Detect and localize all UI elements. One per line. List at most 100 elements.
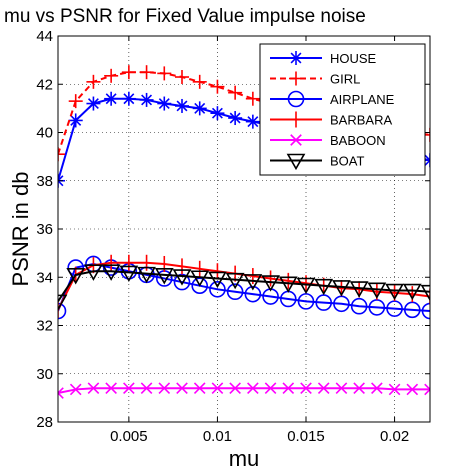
data-point-girl	[228, 85, 243, 100]
data-point-baboon	[211, 382, 224, 395]
data-point-girl	[192, 74, 207, 89]
data-point-airplane	[58, 302, 67, 320]
marker-stroke	[406, 383, 419, 396]
marker-triangle	[208, 271, 227, 289]
marker-stroke	[247, 382, 259, 395]
marker-circle	[287, 90, 305, 108]
y-tick-label: 30	[36, 366, 53, 383]
marker-circle	[403, 301, 421, 319]
marker-circle	[173, 273, 191, 291]
marker-stroke	[69, 383, 82, 396]
marker-circle	[368, 299, 386, 316]
marker-triangle	[172, 269, 192, 286]
y-tick-label: 40	[36, 125, 53, 142]
legend-label-boat: BOAT	[330, 154, 364, 169]
data-point-boat	[332, 280, 351, 297]
data-point-baboon	[300, 382, 312, 395]
marker-stroke	[58, 179, 64, 187]
series-line-airplane	[58, 262, 430, 313]
data-point-house	[210, 106, 225, 121]
data-point-girl	[121, 65, 136, 80]
data-point-boat	[420, 284, 430, 302]
data-point-house	[68, 113, 83, 128]
marker-stroke	[176, 100, 188, 112]
marker-stroke	[290, 134, 302, 146]
marker-stroke	[247, 116, 259, 128]
marker-circle	[421, 302, 430, 320]
marker-stroke	[193, 382, 206, 395]
data-point-boat	[84, 264, 103, 281]
marker-stroke	[335, 382, 348, 395]
legend-marker-girl	[289, 71, 303, 86]
marker-triangle	[402, 283, 422, 301]
data-point-girl	[139, 65, 154, 80]
data-point-house	[192, 101, 207, 116]
data-point-house	[245, 114, 260, 129]
marker-triangle	[225, 272, 245, 290]
marker-triangle	[119, 265, 139, 283]
data-point-girl	[175, 70, 189, 85]
x-axis-label: mu	[229, 446, 260, 471]
marker-stroke	[229, 382, 241, 395]
data-point-boat	[190, 270, 210, 287]
data-point-baboon	[229, 382, 241, 395]
data-point-baboon	[371, 382, 383, 395]
marker-triangle	[278, 276, 298, 293]
data-point-airplane	[386, 300, 403, 317]
data-point-airplane	[421, 302, 430, 320]
data-point-baboon	[282, 382, 295, 395]
data-point-house	[228, 111, 243, 126]
legend-label-girl: GIRL	[330, 72, 360, 87]
marker-stroke	[424, 388, 430, 396]
data-point-baboon	[58, 387, 64, 399]
axis-ticks: 0.005 0.01 0.015 0.02 28 30 32 34 36 38 40 42 44	[36, 28, 430, 445]
y-tick-label: 32	[36, 318, 53, 335]
marker-triangle	[84, 264, 103, 281]
y-tick-label: 44	[36, 28, 53, 45]
data-point-boat	[349, 281, 369, 298]
marker-triangle	[296, 277, 316, 295]
x-tick-label: 0.015	[287, 428, 325, 445]
data-point-baboon	[406, 383, 419, 396]
marker-stroke	[123, 382, 135, 395]
data-point-airplane	[209, 281, 226, 298]
legend-label-barbara: BARBARA	[330, 113, 392, 128]
data-point-boat	[243, 274, 263, 291]
data-point-airplane	[368, 299, 386, 316]
marker-circle	[386, 300, 403, 317]
data-point-airplane	[226, 283, 244, 301]
marker-stroke	[282, 382, 295, 395]
data-point-house	[157, 96, 172, 111]
data-point-baboon	[176, 382, 188, 395]
data-point-girl	[157, 66, 172, 81]
marker-triangle	[137, 266, 156, 284]
series-boat	[58, 264, 430, 311]
data-point-girl	[68, 94, 83, 109]
series-baboon	[58, 382, 430, 399]
marker-triangle	[190, 270, 210, 287]
marker-stroke	[371, 382, 383, 395]
marker-circle	[209, 281, 226, 298]
x-tick-label: 0.02	[380, 428, 409, 445]
marker-triangle	[66, 268, 86, 285]
legend-marker-airplane	[287, 90, 305, 108]
marker-stroke	[353, 382, 365, 395]
data-point-airplane	[350, 297, 368, 315]
legend-marker-house	[289, 51, 303, 65]
marker-stroke	[70, 114, 82, 126]
marker-circle	[350, 297, 368, 315]
marker-circle	[226, 283, 244, 301]
marker-stroke	[300, 382, 312, 395]
data-point-boat	[314, 278, 334, 296]
data-point-boat	[172, 269, 192, 286]
data-point-house	[139, 92, 154, 107]
x-tick-label: 0.01	[203, 428, 232, 445]
marker-triangle	[349, 281, 369, 298]
data-point-house	[121, 91, 136, 106]
data-point-girl	[210, 79, 225, 94]
data-point-baboon	[87, 382, 100, 395]
data-point-baboon	[158, 382, 171, 395]
chart-title: mu vs PSNR for Fixed Value impulse noise	[4, 6, 366, 27]
marker-stroke	[424, 159, 430, 166]
data-point-airplane	[244, 285, 262, 303]
